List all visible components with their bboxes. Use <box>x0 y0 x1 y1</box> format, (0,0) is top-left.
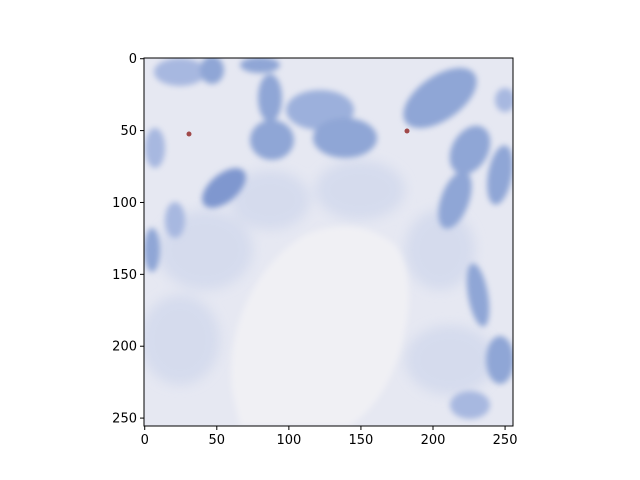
y-tick-label: 250 <box>112 412 137 427</box>
y-axis: 0 50 100 150 200 250 <box>112 52 144 427</box>
x-tick-label: 150 <box>349 433 374 448</box>
x-tick-label: 0 <box>141 433 149 448</box>
y-tick-label: 0 <box>129 52 137 67</box>
axes-frame <box>143 57 514 427</box>
y-tick-label: 150 <box>112 268 137 283</box>
x-tick-label: 100 <box>276 433 301 448</box>
x-tick-label: 200 <box>421 433 446 448</box>
x-axis: 0 50 100 150 200 250 <box>141 426 518 448</box>
micrograph-image <box>144 58 513 426</box>
y-tick-label: 50 <box>120 124 137 139</box>
y-tick-label: 200 <box>112 340 137 355</box>
y-tick-label: 100 <box>112 196 137 211</box>
x-tick-label: 250 <box>493 433 518 448</box>
x-tick-label: 50 <box>209 433 226 448</box>
